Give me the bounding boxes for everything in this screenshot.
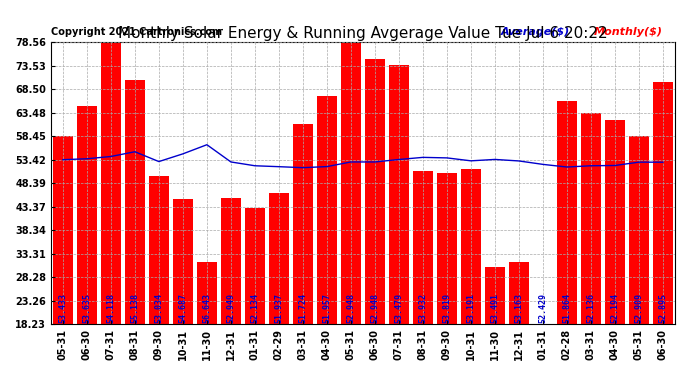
Bar	[101, 42, 121, 324]
Bar	[245, 209, 265, 324]
Text: 54.118: 54.118	[106, 292, 115, 322]
Text: 51.864: 51.864	[562, 292, 571, 322]
Text: 54.687: 54.687	[179, 292, 188, 322]
Bar	[172, 199, 193, 324]
Bar	[148, 176, 169, 324]
Bar	[629, 136, 649, 324]
Bar	[197, 262, 217, 324]
Bar	[317, 96, 337, 324]
Text: 56.643: 56.643	[202, 292, 211, 322]
Text: 53.191: 53.191	[466, 292, 475, 322]
Text: 51.957: 51.957	[322, 292, 331, 322]
Text: 52.194: 52.194	[611, 292, 620, 322]
Text: 55.138: 55.138	[130, 292, 139, 322]
Text: 52.909: 52.909	[635, 292, 644, 322]
Bar	[653, 82, 673, 324]
Bar	[268, 194, 289, 324]
Text: Average($): Average($)	[500, 27, 569, 37]
Text: 53.819: 53.819	[442, 292, 451, 322]
Text: 52.895: 52.895	[658, 292, 667, 322]
Text: 52.949: 52.949	[226, 292, 235, 322]
Text: 52.136: 52.136	[586, 292, 595, 322]
Text: 53.932: 53.932	[418, 292, 427, 322]
Bar	[221, 198, 241, 324]
Text: 53.034: 53.034	[155, 292, 164, 322]
Bar	[604, 120, 625, 324]
Title: Monthly Solar Energy & Running Avgerage Value Tue Jul 6 20:22: Monthly Solar Energy & Running Avgerage …	[118, 26, 608, 41]
Text: 51.724: 51.724	[298, 292, 308, 322]
Bar	[461, 169, 481, 324]
Bar	[437, 173, 457, 324]
Text: 53.479: 53.479	[395, 292, 404, 322]
Bar	[293, 124, 313, 324]
Text: Copyright 2021 Cartronics.com: Copyright 2021 Cartronics.com	[51, 27, 222, 37]
Text: 53.491: 53.491	[491, 292, 500, 322]
Text: 52.134: 52.134	[250, 292, 259, 322]
Bar	[365, 59, 385, 324]
Bar	[557, 101, 577, 324]
Bar	[509, 262, 529, 324]
Bar	[125, 80, 145, 324]
Text: 53.163: 53.163	[515, 292, 524, 322]
Text: 53.635: 53.635	[82, 292, 91, 322]
Bar	[52, 136, 73, 324]
Bar	[413, 171, 433, 324]
Bar	[77, 106, 97, 324]
Text: 53.433: 53.433	[59, 292, 68, 322]
Bar	[581, 113, 601, 324]
Bar	[388, 64, 409, 324]
Bar	[341, 42, 361, 324]
Text: 52.429: 52.429	[538, 292, 547, 322]
Bar	[485, 267, 505, 324]
Text: 52.948: 52.948	[371, 292, 380, 322]
Text: 51.937: 51.937	[275, 292, 284, 322]
Text: Monthly($): Monthly($)	[594, 27, 663, 37]
Text: 52.948: 52.948	[346, 292, 355, 322]
